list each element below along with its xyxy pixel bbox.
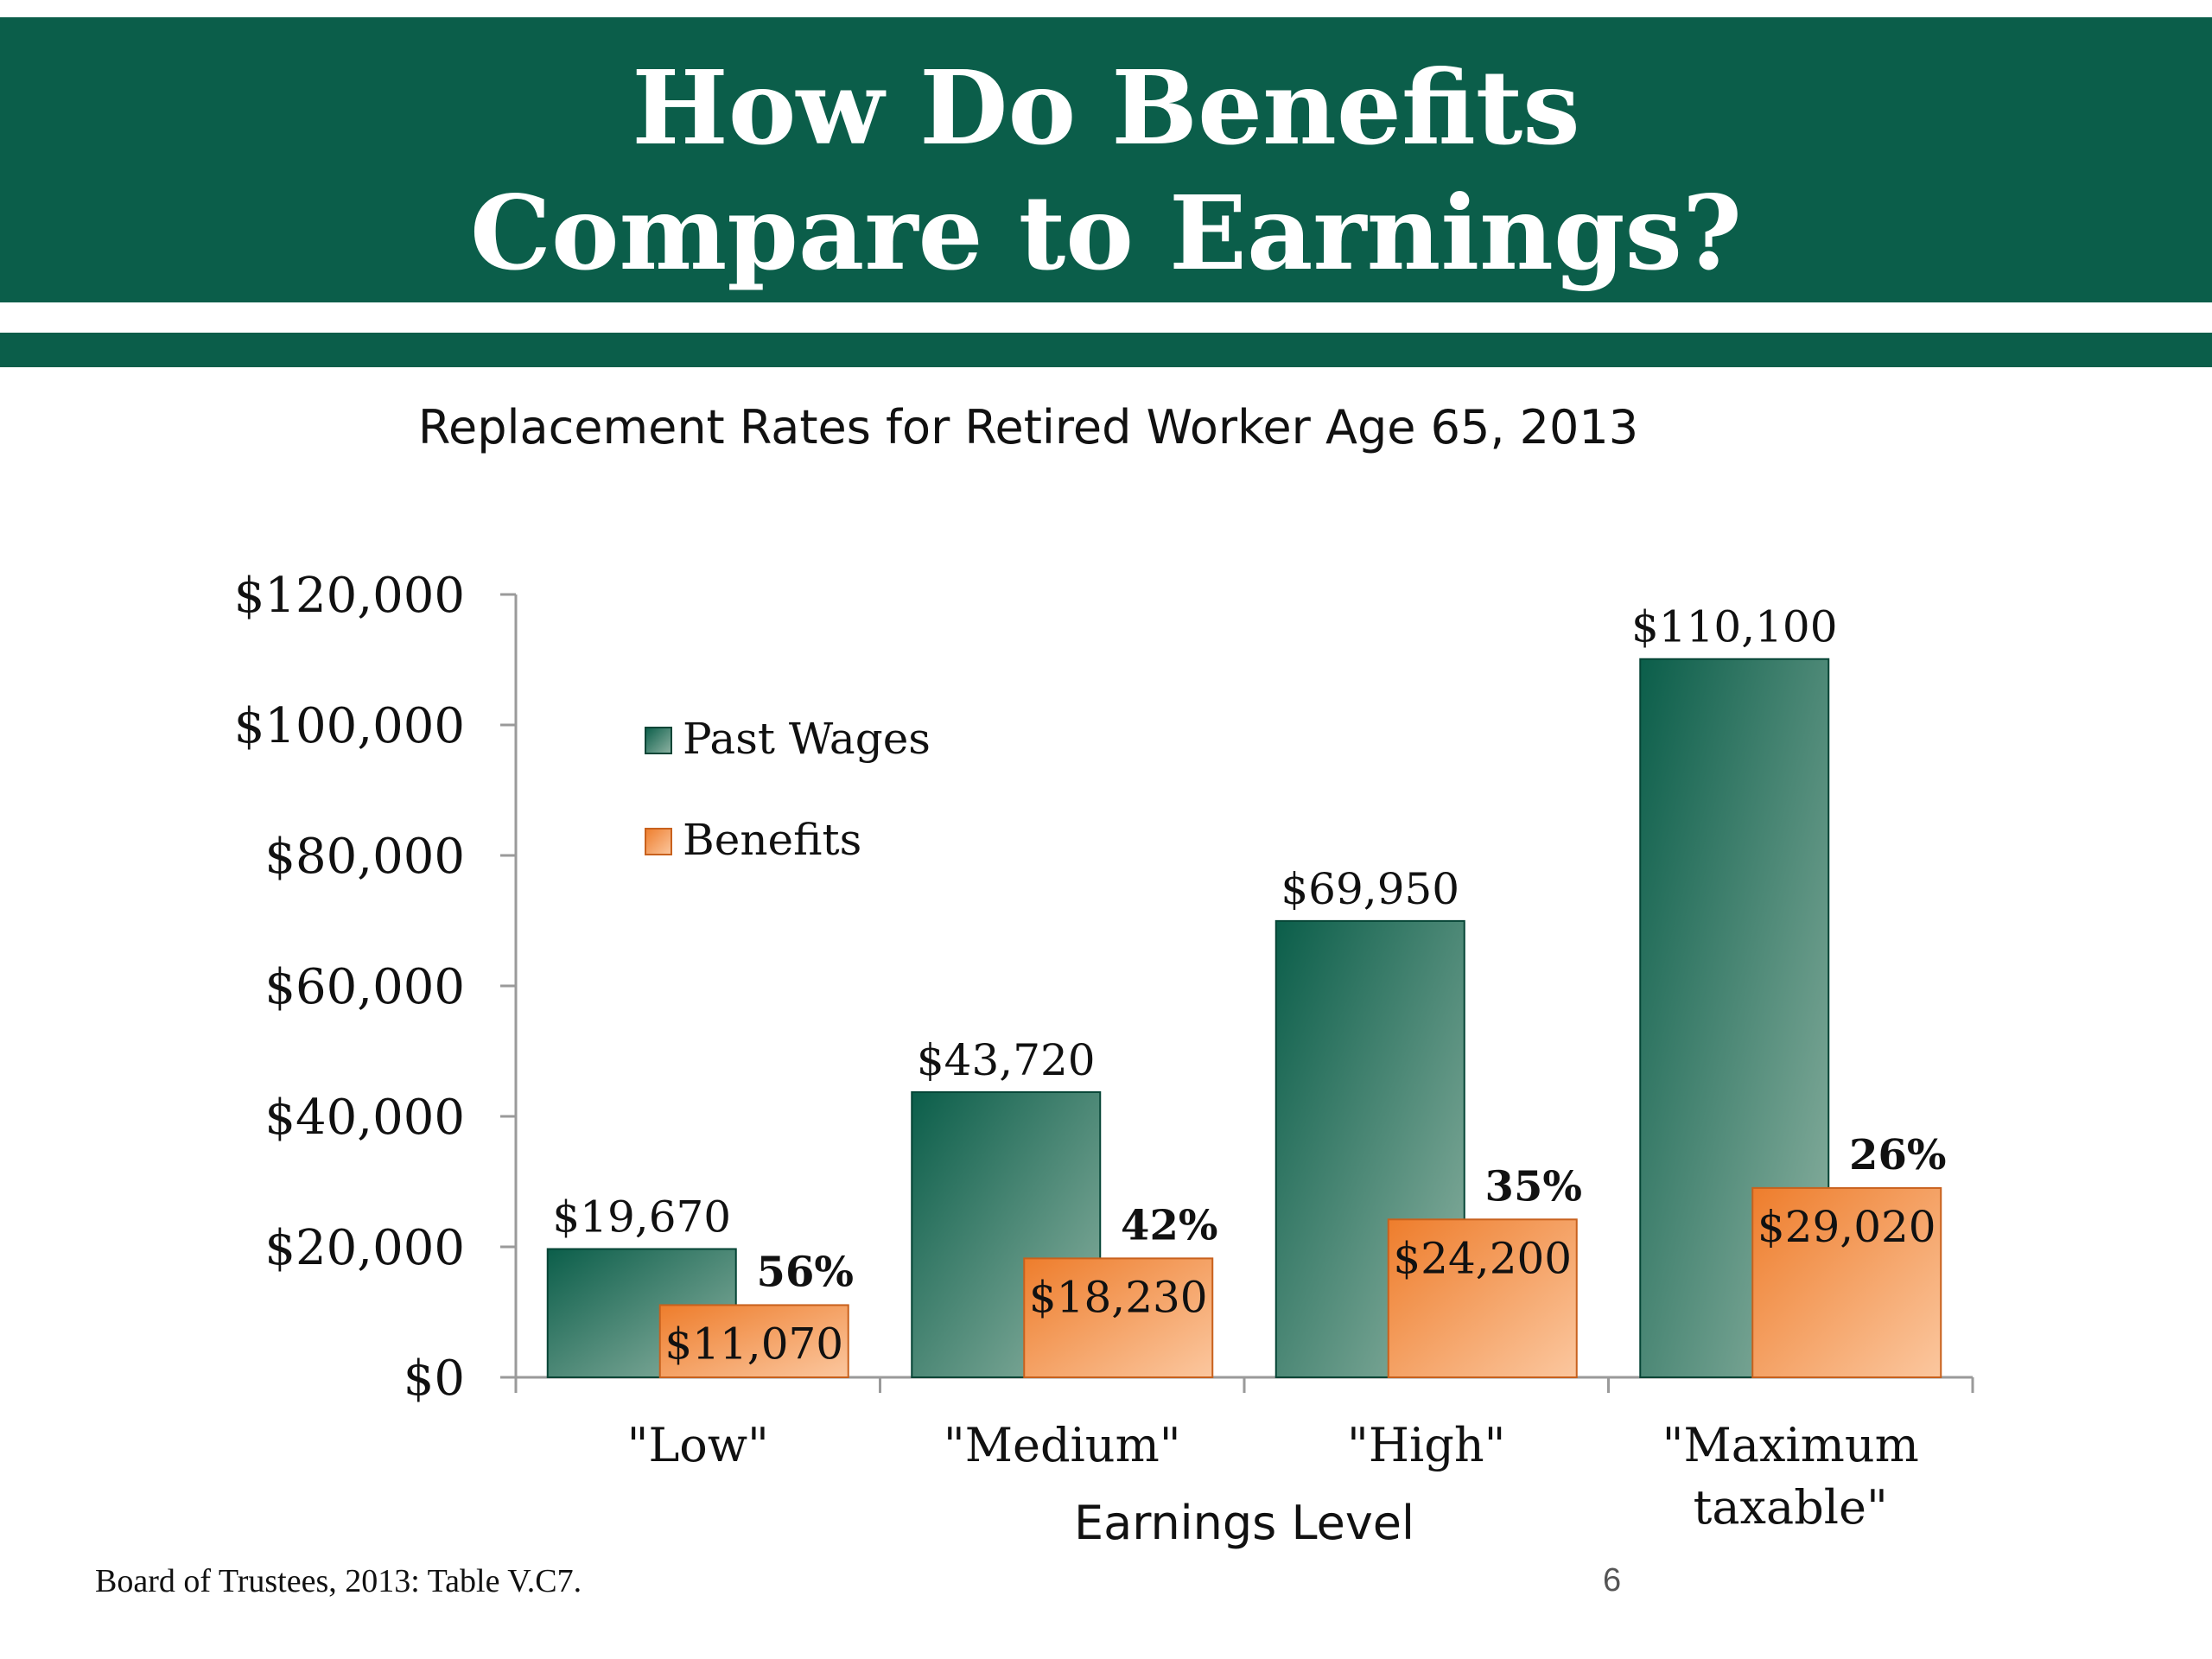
replacement-rate-label: 56% [757,1248,854,1296]
x-tick-label: "Low" [627,1418,769,1472]
slide-number: 6 [1603,1562,1622,1599]
title-band [0,17,2212,302]
bar-benefits [658,1304,849,1379]
x-tick-label: "Maximum [1662,1418,1919,1472]
bar-chart: Replacement Rates for Retired Worker Age… [234,400,1974,1550]
x-tick-label: taxable" [1694,1480,1888,1535]
x-tick-label: "High" [1347,1418,1505,1472]
x-tick-label: "Medium" [944,1418,1181,1472]
slide-title: How Do Benefits Compare to Earnings? [469,48,1743,293]
data-label-benefits: $29,020 [1758,1202,1936,1252]
legend-label: Past Wages [683,714,931,764]
data-label-past-wages: $19,670 [552,1192,731,1242]
source-note: Board of Trustees, 2013: Table V.C7. [95,1563,582,1599]
data-label-benefits: $11,070 [664,1319,843,1369]
x-axis-title: Earnings Level [1074,1496,1414,1550]
chart-title: Replacement Rates for Retired Worker Age… [418,400,1638,454]
y-tick-label: $100,000 [234,698,465,754]
data-label-past-wages: $43,720 [917,1035,1096,1085]
y-tick-label: $40,000 [264,1090,465,1146]
bar-benefits [1751,1186,1942,1378]
y-tick-label: $80,000 [264,829,465,885]
bar-benefits [1023,1257,1214,1379]
legend-swatch-benefits [645,828,672,855]
replacement-rate-label: 42% [1121,1201,1217,1249]
y-tick-label: $60,000 [264,959,465,1015]
data-label-benefits: $18,230 [1029,1272,1208,1322]
data-label-past-wages: $110,100 [1631,602,1838,652]
y-tick-label: $0 [404,1351,465,1407]
y-tick-label: $20,000 [264,1220,465,1276]
replacement-rate-label: 26% [1849,1131,1946,1179]
data-label-benefits: $24,200 [1393,1233,1572,1283]
legend-swatch-past-wages [645,727,672,754]
bar-benefits [1387,1218,1578,1378]
legend-label: Benefits [683,815,861,865]
data-label-past-wages: $69,950 [1281,864,1459,914]
title-stripe [0,333,2212,367]
y-tick-label: $120,000 [234,568,465,624]
replacement-rate-label: 35% [1485,1162,1582,1211]
